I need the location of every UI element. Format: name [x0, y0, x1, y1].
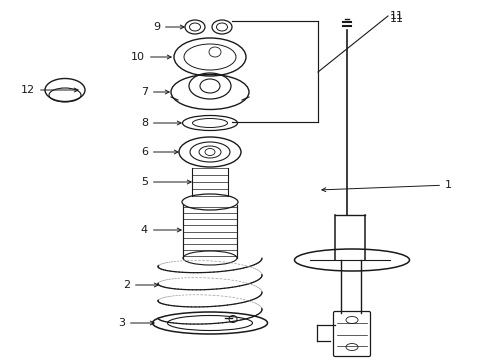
- Text: 9: 9: [153, 22, 184, 32]
- Text: 11: 11: [389, 11, 403, 21]
- Text: 1: 1: [321, 180, 451, 192]
- Text: 3: 3: [118, 318, 154, 328]
- Text: 4: 4: [141, 225, 181, 235]
- Text: 6: 6: [141, 147, 178, 157]
- Text: 10: 10: [131, 52, 171, 62]
- Text: 2: 2: [122, 280, 158, 290]
- Text: 11: 11: [389, 14, 403, 24]
- Text: 5: 5: [141, 177, 191, 187]
- Text: 8: 8: [141, 118, 181, 128]
- Text: 7: 7: [141, 87, 169, 97]
- Text: 12: 12: [21, 85, 78, 95]
